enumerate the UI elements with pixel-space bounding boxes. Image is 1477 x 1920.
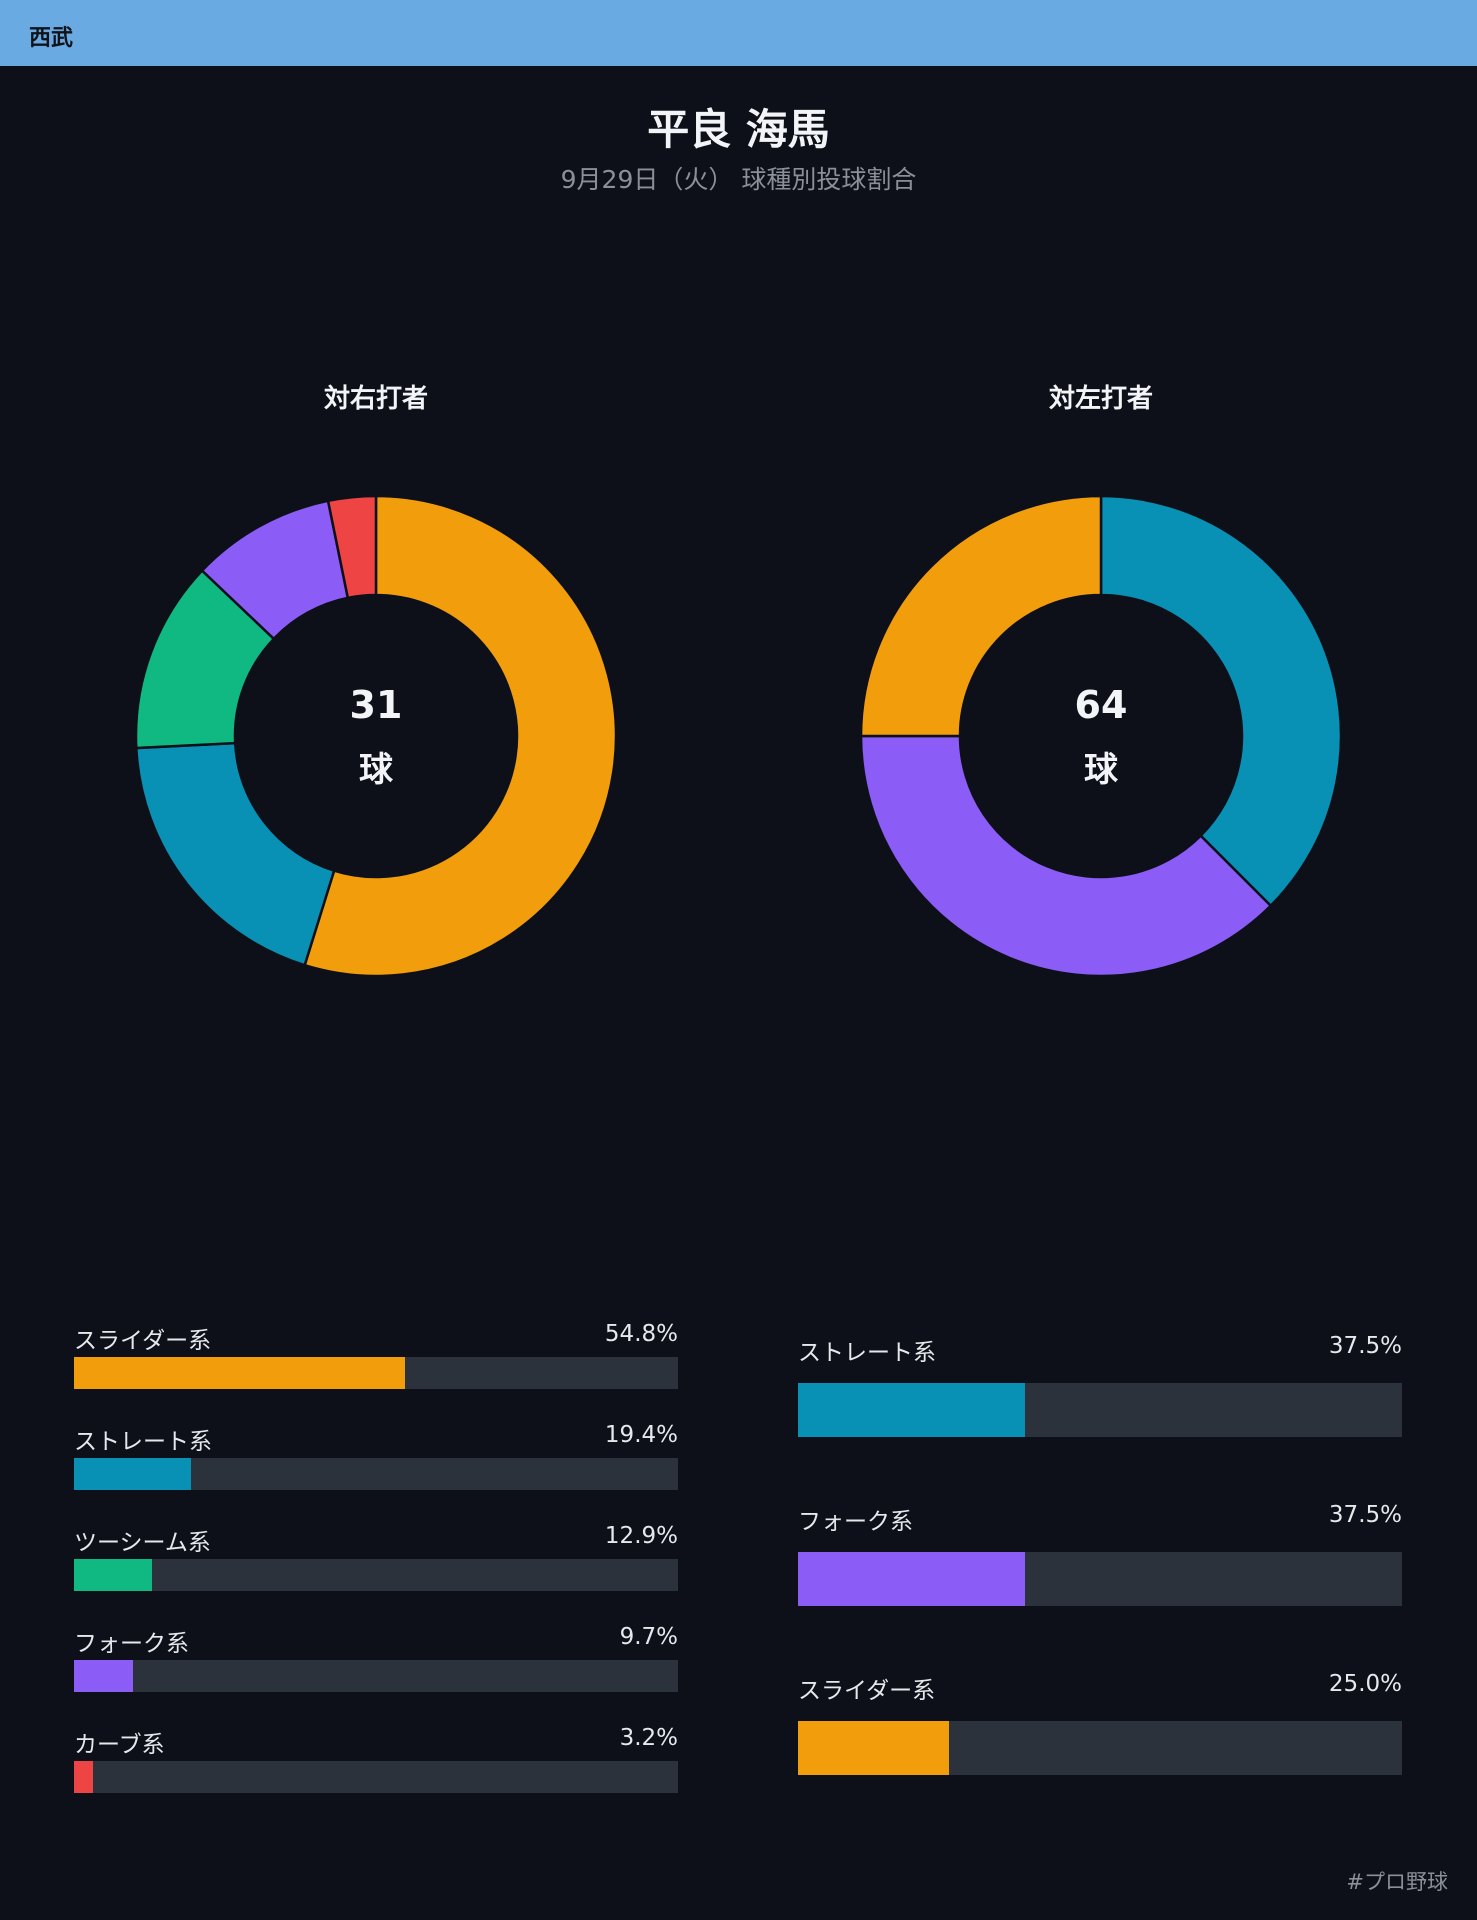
bar-row-vs-right-4: カーブ系 3.2% (74, 1725, 678, 1793)
chart-title-vs-left: 対左打者 (1048, 384, 1153, 414)
bar-fill (798, 1721, 949, 1775)
bar-label: カーブ系 (74, 1732, 165, 1758)
player-name: 平良 海馬 (647, 105, 830, 154)
donut-chart-vs-left (859, 494, 1343, 978)
bar-label: スライダー系 (74, 1328, 212, 1354)
bar-fill (74, 1660, 133, 1692)
bar-fill (74, 1357, 405, 1389)
donut-chart-vs-right (134, 494, 618, 978)
donut-slice-vs-right-4 (326, 494, 378, 600)
bar-percent: 37.5% (1328, 1333, 1402, 1359)
bar-track (74, 1559, 678, 1591)
bar-percent: 9.7% (619, 1624, 678, 1650)
hashtag: #プロ野球 (1346, 1870, 1448, 1894)
pitch-unit-vs-left: 球 (1084, 750, 1118, 790)
bar-fill (798, 1383, 1025, 1437)
pitch-unit-vs-right: 球 (359, 750, 393, 790)
bar-label: フォーク系 (74, 1631, 189, 1657)
bar-percent: 25.0% (1328, 1671, 1402, 1697)
bar-fill (798, 1552, 1025, 1606)
bar-label: ツーシーム系 (74, 1530, 211, 1556)
bar-percent: 12.9% (604, 1523, 678, 1549)
bar-track (798, 1721, 1402, 1775)
bar-fill (74, 1559, 152, 1591)
bar-track (74, 1761, 678, 1793)
donut-slice-vs-left-1 (859, 734, 1273, 978)
bar-row-vs-right-1: ストレート系 19.4% (74, 1422, 678, 1490)
bar-row-vs-left-0: ストレート系 37.5% (798, 1333, 1402, 1437)
bar-row-vs-right-0: スライダー系 54.8% (74, 1321, 678, 1389)
total-pitches-vs-left: 64 (1074, 683, 1128, 727)
bar-track (798, 1383, 1402, 1437)
bar-track (798, 1552, 1402, 1606)
bar-track (74, 1357, 678, 1389)
bar-fill (74, 1761, 94, 1793)
bar-percent: 19.4% (604, 1422, 678, 1448)
bar-percent: 54.8% (604, 1321, 678, 1347)
page-subtitle: 9月29日（火） 球種別投球割合 (560, 165, 917, 194)
bar-row-vs-left-2: スライダー系 25.0% (798, 1671, 1402, 1775)
bar-percent: 3.2% (619, 1725, 678, 1751)
bar-row-vs-right-3: フォーク系 9.7% (74, 1624, 678, 1692)
bar-track (74, 1660, 678, 1692)
donut-slice-vs-right-0 (303, 494, 618, 978)
donut-slice-vs-left-2 (859, 494, 1103, 738)
chart-title-vs-right: 対右打者 (323, 384, 428, 414)
bar-fill (74, 1458, 192, 1490)
bar-row-vs-left-1: フォーク系 37.5% (798, 1502, 1402, 1606)
bar-label: ストレート系 (74, 1429, 212, 1455)
bar-label: スライダー系 (798, 1678, 936, 1704)
donut-slice-vs-left-0 (1099, 494, 1343, 908)
bar-percent: 37.5% (1328, 1502, 1402, 1528)
bar-label: フォーク系 (798, 1509, 913, 1535)
bar-label: ストレート系 (798, 1340, 936, 1366)
donut-slice-vs-right-1 (134, 741, 336, 967)
bar-row-vs-right-2: ツーシーム系 12.9% (74, 1523, 678, 1591)
team-header-bar: 西武 (0, 0, 1477, 66)
total-pitches-vs-right: 31 (349, 683, 403, 727)
bar-track (74, 1458, 678, 1490)
team-name: 西武 (29, 26, 74, 51)
